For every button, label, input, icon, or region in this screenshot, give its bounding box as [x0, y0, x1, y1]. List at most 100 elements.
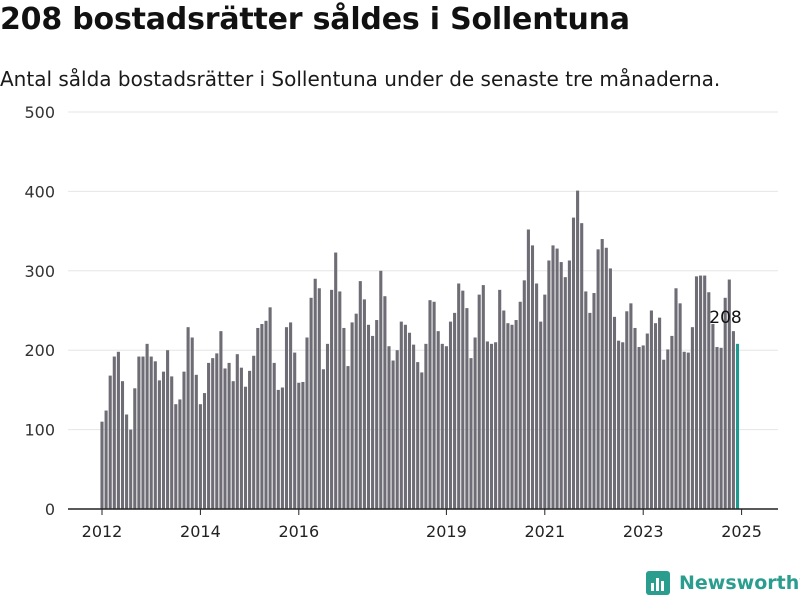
bar — [100, 421, 104, 509]
bar — [641, 345, 645, 509]
bar — [321, 369, 325, 509]
x-tick-label: 2021 — [524, 522, 565, 541]
bar — [420, 372, 424, 509]
bar — [477, 294, 481, 509]
x-tick-label: 2014 — [180, 522, 221, 541]
bar — [346, 366, 350, 509]
x-axis: 2012 2014 2016 2019 2021 2023 2025 — [68, 508, 778, 541]
bar — [674, 288, 678, 509]
bar — [239, 367, 243, 509]
bar — [580, 223, 584, 509]
bar — [522, 280, 526, 509]
bar — [223, 368, 227, 509]
bar — [682, 351, 686, 509]
bar — [366, 324, 371, 509]
bar — [276, 389, 280, 509]
bar — [104, 410, 108, 509]
bar — [576, 190, 580, 510]
bar — [563, 277, 567, 509]
chart-subtitle: Antal sålda bostadsrätter i Sollentuna u… — [0, 67, 721, 91]
bar — [412, 344, 416, 509]
y-tick-label: 200 — [24, 341, 55, 360]
bar — [178, 399, 182, 509]
bar — [379, 270, 383, 509]
bar — [231, 381, 235, 509]
bar — [711, 324, 715, 509]
bar — [530, 245, 535, 509]
bar — [157, 380, 161, 509]
bar — [539, 321, 543, 509]
bar — [485, 341, 489, 509]
bar — [670, 335, 674, 509]
bar — [448, 321, 453, 509]
bar — [301, 381, 305, 509]
bar — [653, 323, 658, 509]
bar — [125, 414, 129, 509]
bar — [571, 217, 576, 509]
bar — [161, 371, 166, 509]
y-tick-label: 400 — [24, 182, 55, 201]
bar — [297, 382, 301, 509]
bar — [489, 343, 494, 509]
bar — [272, 362, 276, 509]
bar — [592, 293, 596, 509]
bar — [481, 285, 485, 509]
bar — [362, 299, 366, 509]
bar — [604, 247, 608, 509]
bar — [457, 283, 461, 509]
x-tick-label: 2025 — [721, 522, 762, 541]
bar — [690, 327, 694, 509]
highlight-bar — [735, 343, 740, 509]
bar — [551, 245, 555, 509]
bar — [633, 327, 637, 509]
bar — [424, 343, 428, 509]
bar — [202, 393, 207, 509]
bar — [403, 324, 407, 509]
bar — [469, 358, 473, 509]
bar — [612, 316, 617, 509]
bar — [432, 301, 436, 509]
chart-title: 208 bostadsrätter såldes i Sollentuna — [0, 2, 630, 37]
bar — [547, 260, 551, 509]
bar — [358, 281, 362, 509]
bar — [719, 347, 723, 509]
annotations: 208 — [709, 308, 741, 328]
bar — [694, 276, 699, 509]
bar — [137, 356, 141, 509]
bar — [518, 301, 522, 509]
bar — [494, 342, 498, 509]
bar — [600, 239, 604, 510]
x-tick-label: 2016 — [278, 522, 319, 541]
bar — [112, 356, 116, 509]
bar — [461, 290, 465, 509]
bar — [334, 252, 338, 510]
bar — [596, 249, 600, 510]
bar — [330, 289, 334, 509]
bar — [264, 320, 268, 509]
bar — [510, 324, 514, 509]
bar — [416, 362, 420, 509]
bar — [678, 303, 682, 509]
bar — [174, 404, 178, 509]
bar — [555, 248, 559, 509]
bar — [383, 296, 387, 509]
bar — [116, 351, 120, 509]
bar — [166, 350, 170, 509]
bar — [473, 337, 477, 509]
bar — [342, 327, 346, 509]
bar — [149, 356, 153, 509]
bar — [227, 362, 231, 509]
bar — [280, 387, 284, 509]
bar — [621, 342, 625, 509]
bar — [502, 310, 506, 509]
bar — [703, 275, 707, 509]
bar — [317, 288, 321, 509]
bar — [407, 332, 412, 509]
bar — [707, 292, 711, 509]
bar — [219, 331, 223, 509]
y-tick-label: 500 — [24, 103, 55, 122]
bar — [248, 370, 252, 509]
bar — [354, 313, 358, 509]
highlight-value-label: 208 — [709, 308, 741, 328]
bar — [465, 308, 469, 509]
